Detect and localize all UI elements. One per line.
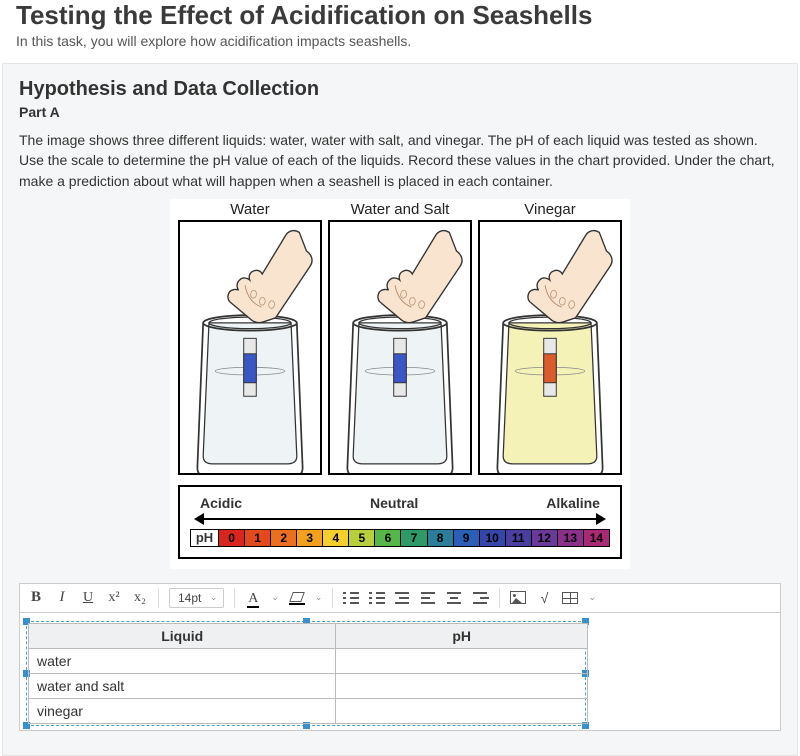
beaker-diagram <box>328 220 472 475</box>
font-size-select[interactable]: 14pt ⌄ <box>169 588 224 608</box>
ph-prefix: pH <box>191 530 219 546</box>
ph-cell: 14 <box>584 530 609 546</box>
cell-liquid[interactable]: water <box>29 648 336 673</box>
text-color-chevron-icon[interactable]: ⌄ <box>271 592 279 603</box>
table-row[interactable]: water and salt <box>29 673 588 698</box>
insert-image-button[interactable] <box>510 591 526 604</box>
table-row[interactable]: vinegar <box>29 698 588 723</box>
col-header-liquid[interactable]: Liquid <box>29 623 336 648</box>
highlight-chevron-icon[interactable]: ⌄ <box>315 592 323 603</box>
beaker-diagram <box>478 220 622 475</box>
ph-cell: 9 <box>454 530 480 546</box>
ph-label-acidic: Acidic <box>200 495 242 511</box>
highlight-button[interactable] <box>289 591 305 605</box>
table-chevron-icon[interactable]: ⌄ <box>588 592 596 603</box>
cell-liquid[interactable]: vinegar <box>29 698 336 723</box>
editor-area[interactable]: Liquid pH waterwater and saltvinegar <box>19 613 781 731</box>
ph-cell: 5 <box>349 530 375 546</box>
subscript-button[interactable]: x₂ <box>132 590 148 606</box>
prompt-text: The image shows three different liquids:… <box>19 130 781 191</box>
editor-toolbar: B I U x² x₂ 14pt ⌄ A ⌄ ⌄ √ ⌄ <box>19 583 781 613</box>
align-center-button[interactable] <box>447 592 463 604</box>
col-header-ph[interactable]: pH <box>336 623 588 648</box>
beaker-label: Water <box>178 201 322 218</box>
cell-ph[interactable] <box>336 648 588 673</box>
ph-arrow <box>194 513 606 525</box>
cell-ph[interactable] <box>336 698 588 723</box>
bold-button[interactable]: B <box>28 589 44 606</box>
ph-cell: 11 <box>506 530 532 546</box>
table-row[interactable]: water <box>29 648 588 673</box>
ph-label-neutral: Neutral <box>370 495 418 511</box>
italic-button[interactable]: I <box>54 589 70 606</box>
beaker-diagram <box>178 220 322 475</box>
ph-cell: 1 <box>245 530 271 546</box>
page-subtitle: In this task, you will explore how acidi… <box>0 33 800 63</box>
ph-cell: 10 <box>480 530 506 546</box>
ph-cell: 3 <box>297 530 323 546</box>
insert-equation-button[interactable]: √ <box>536 590 552 606</box>
part-label: Part A <box>19 104 781 120</box>
data-table-selection[interactable]: Liquid pH waterwater and saltvinegar <box>26 621 586 726</box>
ph-cell: 13 <box>558 530 584 546</box>
number-list-button[interactable] <box>369 592 385 604</box>
ph-cell: 12 <box>532 530 558 546</box>
superscript-button[interactable]: x² <box>106 590 122 606</box>
data-table[interactable]: Liquid pH waterwater and saltvinegar <box>28 623 588 724</box>
underline-button[interactable]: U <box>80 590 96 606</box>
beaker-label: Water and Salt <box>328 201 472 218</box>
text-color-button[interactable]: A <box>247 591 259 608</box>
section-title: Hypothesis and Data Collection <box>19 78 781 101</box>
bullet-list-button[interactable] <box>343 592 359 604</box>
ph-cell: 2 <box>271 530 297 546</box>
ph-cell: 0 <box>219 530 245 546</box>
align-right-button[interactable] <box>473 592 489 604</box>
task-card: Hypothesis and Data Collection Part A Th… <box>2 63 798 756</box>
ph-cell: 4 <box>323 530 349 546</box>
align-left-button[interactable] <box>421 592 437 604</box>
ph-cell: 6 <box>375 530 401 546</box>
page-title: Testing the Effect of Acidification on S… <box>0 0 800 33</box>
beaker-label: Vinegar <box>478 201 622 218</box>
cell-ph[interactable] <box>336 673 588 698</box>
experiment-figure: Water Water and Salt <box>170 199 630 569</box>
cell-liquid[interactable]: water and salt <box>29 673 336 698</box>
ph-cell: 8 <box>428 530 454 546</box>
ph-label-alkaline: Alkaline <box>546 495 600 511</box>
ph-cell: 7 <box>401 530 427 546</box>
outdent-button[interactable] <box>395 592 411 604</box>
ph-scale-panel: Acidic Neutral Alkaline pH 0123456789101… <box>178 485 622 559</box>
insert-table-button[interactable] <box>562 592 578 604</box>
